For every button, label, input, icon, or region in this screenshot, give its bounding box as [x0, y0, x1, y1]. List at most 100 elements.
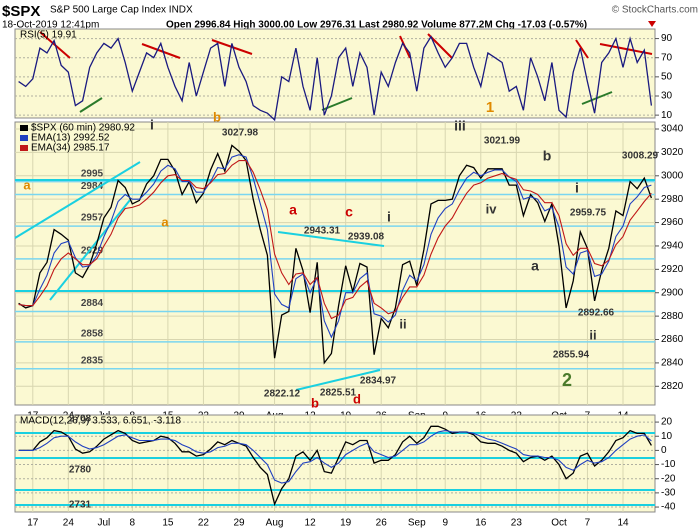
x-tick-label: Aug [266, 518, 284, 529]
legend-label: $SPX (60 min) 2980.92 [31, 123, 135, 134]
annotation: 2780 [69, 465, 92, 476]
y-tick-label: 2920 [661, 264, 684, 275]
y-tick-label: 0 [661, 445, 667, 456]
x-tick-label: 16 [475, 518, 487, 529]
annotation: 2822.12 [264, 389, 301, 400]
y-tick-label: 70 [661, 52, 673, 63]
x-tick-label: Sep [408, 518, 426, 529]
y-tick-label: 90 [661, 33, 673, 44]
y-tick-label: 2880 [661, 311, 684, 322]
x-tick-label: 24 [63, 518, 75, 529]
index-name: S&P 500 Large Cap Index INDX [50, 5, 193, 16]
annotation: c [345, 204, 353, 220]
y-tick-label: 3020 [661, 147, 684, 158]
level-label: 2929 [81, 245, 104, 256]
panel [14, 414, 656, 513]
y-tick-label: 2820 [661, 381, 684, 392]
x-tick-label: 7 [585, 518, 591, 529]
y-tick-label: 2840 [661, 358, 684, 369]
x-tick-label: 22 [198, 518, 210, 529]
annotation: a [289, 202, 297, 218]
annotation: 2892.66 [578, 308, 615, 319]
y-tick-label: 10 [661, 110, 673, 121]
trend-line [575, 39, 589, 59]
trend-line [295, 369, 381, 391]
panel [14, 121, 656, 406]
trend-line [49, 199, 131, 301]
x-tick-label: 9 [442, 518, 448, 529]
timestamp: 18-Oct-2019 12:41pm [2, 20, 99, 31]
legend-swatch [20, 135, 28, 141]
y-tick-label: 3000 [661, 170, 684, 181]
annotation: 2855.94 [553, 350, 590, 361]
annotation: 2 [562, 370, 572, 390]
panel-title: RSI(5) 19.91 [20, 30, 77, 41]
trend-line [277, 231, 385, 247]
y-tick-label: -10 [661, 459, 676, 470]
level-label: 2995 [81, 168, 104, 179]
x-tick-label: 8 [130, 518, 136, 529]
annotation: 2708 [69, 414, 92, 425]
annotation: d [353, 391, 361, 406]
down-arrow [648, 21, 656, 27]
x-tick-label: 15 [162, 518, 174, 529]
annotation: 3021.99 [484, 136, 521, 147]
series-line [18, 160, 652, 320]
y-tick-label: 2960 [661, 217, 684, 228]
level-label: 2858 [81, 328, 104, 339]
annotation: b [543, 148, 552, 164]
annotation: 2959.75 [570, 208, 607, 219]
legend-label: EMA(13) 2992.52 [31, 133, 110, 144]
y-tick-label: 10 [661, 431, 673, 442]
annotation: 3027.98 [222, 128, 259, 139]
annotation: 3008.29 [622, 151, 659, 162]
y-tick-label: 2980 [661, 194, 684, 205]
y-tick-label: 2860 [661, 334, 684, 345]
annotation: 1 [486, 99, 494, 116]
annotation: 2939.08 [348, 232, 385, 243]
annotation: i [150, 117, 154, 133]
level-label: 2957 [81, 213, 104, 224]
y-tick-label: 3040 [661, 124, 684, 135]
legend-label: EMA(34) 2985.17 [31, 143, 110, 154]
annotation: 2834.97 [360, 376, 397, 387]
annotation: 2825.51 [320, 388, 357, 399]
annotation: a [161, 214, 169, 229]
x-tick-label: 12 [305, 518, 317, 529]
annotation: b [213, 109, 221, 124]
annotation: i [575, 180, 579, 196]
trend-line [211, 39, 253, 55]
series-line [18, 35, 653, 122]
symbol: $SPX [2, 3, 40, 20]
y-tick-label: -30 [661, 488, 676, 499]
y-tick-label: -40 [661, 502, 676, 513]
y-tick-label: 50 [661, 71, 673, 82]
level-label: 2884 [81, 298, 104, 309]
series-line [18, 154, 652, 339]
level-label: 2835 [81, 355, 104, 366]
y-tick-label: 20 [661, 417, 673, 428]
annotation: i [387, 209, 391, 225]
annotation: iv [486, 201, 498, 216]
annotation: ii [589, 327, 596, 342]
y-tick-label: 30 [661, 91, 673, 102]
x-tick-label: Oct [551, 518, 567, 529]
x-tick-label: 29 [233, 518, 245, 529]
annotation: a [531, 258, 539, 274]
legend-swatch [20, 145, 28, 151]
x-tick-label: Jul [97, 518, 110, 529]
legend-swatch [20, 125, 28, 131]
y-tick-label: 2900 [661, 287, 684, 298]
panel-title: MACD(12,26,9) 3.533, 6.651, -3.118 [20, 416, 181, 427]
annotation: ii [399, 316, 406, 331]
x-tick-label: 17 [27, 518, 39, 529]
annotation: iii [454, 118, 466, 134]
x-tick-label: 19 [340, 518, 352, 529]
y-tick-label: -20 [661, 473, 676, 484]
annotation: 2731 [69, 500, 92, 511]
trend-line [79, 97, 103, 113]
x-tick-label: 14 [617, 518, 629, 529]
trend-line [141, 43, 181, 59]
annotation: 2943.31 [304, 226, 341, 237]
